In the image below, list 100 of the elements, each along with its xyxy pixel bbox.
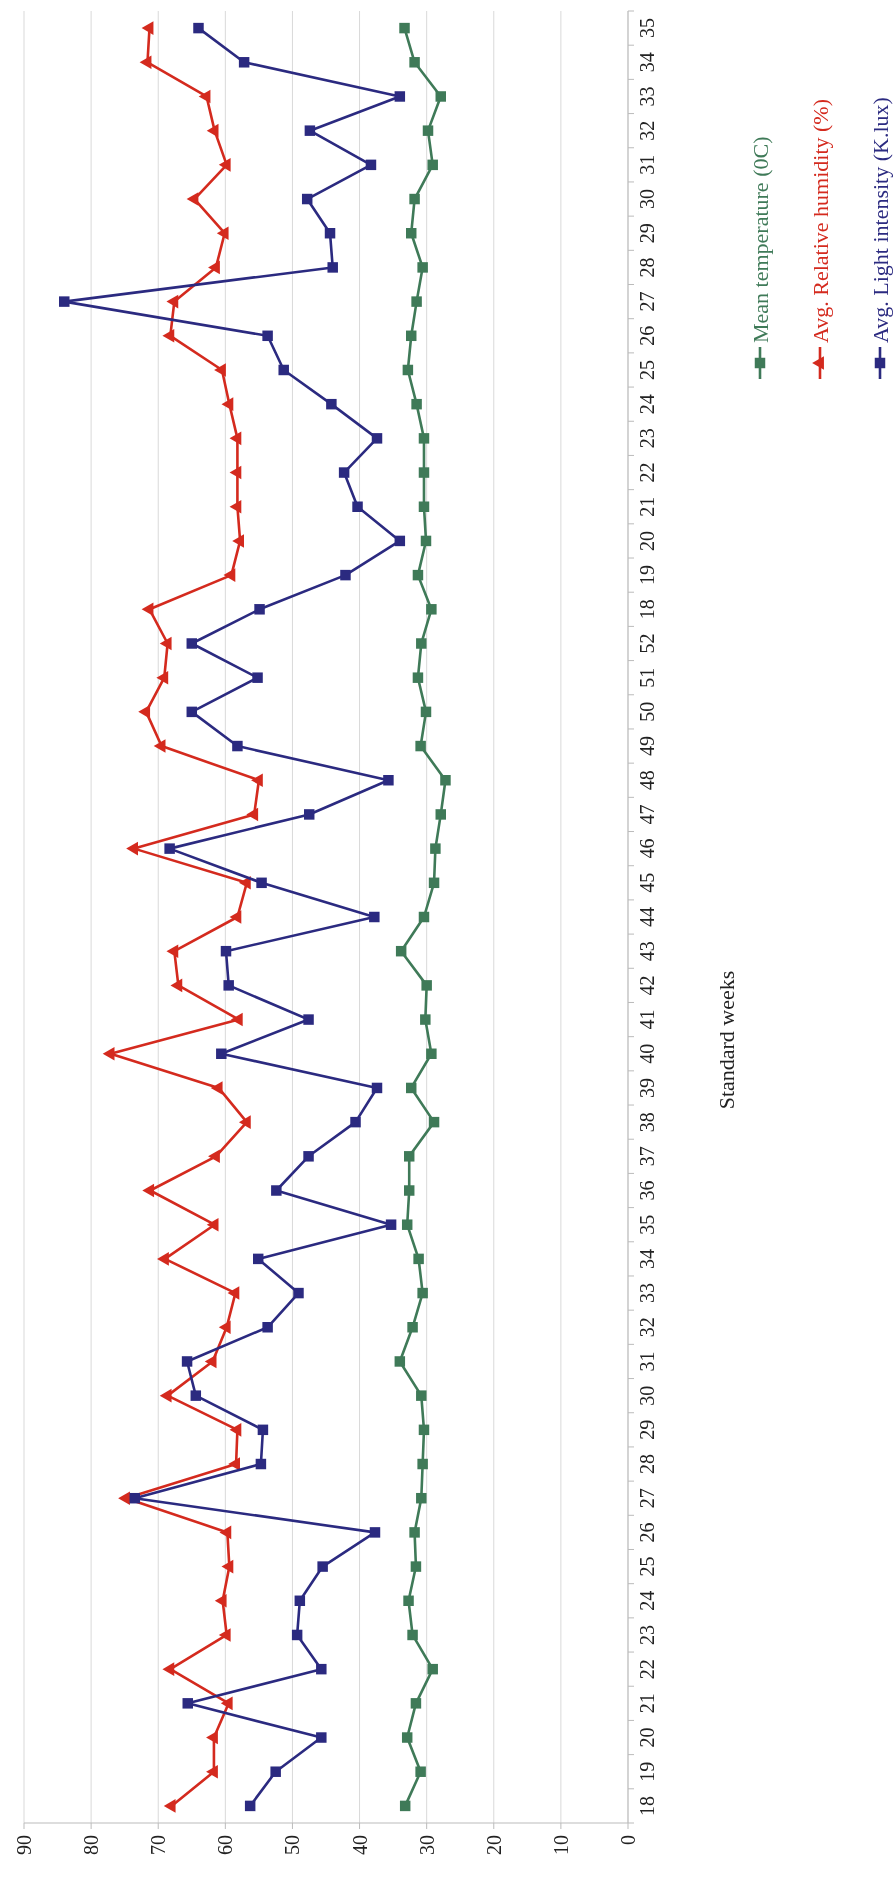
point bbox=[416, 638, 427, 649]
point bbox=[229, 499, 242, 514]
point bbox=[426, 1048, 437, 1059]
point bbox=[221, 1559, 234, 1574]
point bbox=[410, 1698, 422, 1709]
point bbox=[394, 535, 406, 547]
point bbox=[369, 1527, 381, 1538]
point bbox=[294, 1595, 306, 1607]
point bbox=[340, 569, 351, 581]
point bbox=[162, 1662, 175, 1676]
y-tick-label: 30 bbox=[636, 189, 658, 210]
point bbox=[383, 775, 394, 786]
point bbox=[141, 602, 154, 617]
point bbox=[190, 1390, 202, 1401]
y-tick-label: 21 bbox=[636, 496, 658, 517]
point bbox=[428, 1116, 440, 1128]
point bbox=[415, 740, 426, 752]
point bbox=[403, 1595, 414, 1607]
point bbox=[218, 158, 231, 172]
y-tick-label: 45 bbox=[636, 872, 658, 893]
point bbox=[316, 1732, 327, 1743]
point bbox=[262, 1322, 273, 1333]
point bbox=[208, 260, 220, 275]
point bbox=[352, 501, 363, 512]
point bbox=[416, 1390, 427, 1401]
point bbox=[301, 193, 313, 205]
y-tick-label: 33 bbox=[636, 1283, 658, 1304]
point bbox=[420, 1014, 431, 1025]
point bbox=[418, 911, 430, 923]
point bbox=[403, 1151, 415, 1162]
point bbox=[399, 22, 410, 34]
y-tick-label: 46 bbox=[636, 838, 658, 859]
y-tick-label: 50 bbox=[636, 701, 658, 722]
point bbox=[440, 775, 451, 786]
point bbox=[186, 192, 199, 206]
y-tick-label: 23 bbox=[636, 428, 658, 449]
y-tick-label: 34 bbox=[636, 1248, 658, 1269]
y-tick-label: 38 bbox=[636, 1112, 658, 1133]
y-tick-label: 22 bbox=[636, 1659, 658, 1680]
point bbox=[228, 1457, 240, 1471]
point bbox=[407, 1629, 418, 1641]
point bbox=[229, 910, 242, 924]
point bbox=[394, 1356, 406, 1367]
y-tick-label: 18 bbox=[636, 599, 658, 620]
point bbox=[324, 227, 336, 239]
y-tick-label: 35 bbox=[636, 1214, 658, 1235]
point bbox=[418, 467, 430, 478]
point bbox=[193, 22, 204, 34]
x-tick-label: 0 bbox=[617, 1835, 639, 1845]
point bbox=[216, 226, 229, 241]
y-tick-label: 25 bbox=[636, 359, 658, 380]
point bbox=[420, 706, 432, 718]
point bbox=[218, 1628, 231, 1642]
y-tick-label: 43 bbox=[636, 941, 658, 962]
point bbox=[204, 1354, 217, 1369]
y-tick-label: 35 bbox=[636, 18, 658, 39]
point bbox=[420, 535, 432, 547]
y-tick-label: 41 bbox=[636, 1009, 658, 1030]
point bbox=[153, 739, 166, 753]
y-tick-label: 26 bbox=[636, 1522, 658, 1543]
y-tick-label: 47 bbox=[636, 804, 658, 825]
y-tick-label: 29 bbox=[636, 223, 658, 244]
y-axis-title: Standard weeks bbox=[713, 970, 739, 1110]
point bbox=[210, 1081, 223, 1095]
point bbox=[326, 398, 337, 410]
point bbox=[206, 123, 219, 138]
point bbox=[405, 227, 417, 239]
point bbox=[206, 1730, 218, 1745]
y-tick-label: 29 bbox=[636, 1419, 658, 1440]
point bbox=[430, 843, 441, 854]
point bbox=[206, 1217, 219, 1232]
point bbox=[220, 1696, 233, 1711]
text: Avg. Light intensity (K.lux) bbox=[867, 97, 893, 343]
point bbox=[246, 807, 259, 822]
point bbox=[141, 21, 154, 35]
point bbox=[182, 1698, 193, 1709]
point bbox=[435, 91, 446, 102]
point bbox=[365, 159, 377, 171]
point bbox=[163, 1799, 176, 1813]
point bbox=[411, 398, 422, 410]
y-tick-label: 18 bbox=[636, 1795, 658, 1816]
point bbox=[417, 1287, 428, 1299]
point bbox=[208, 1149, 220, 1164]
point bbox=[220, 945, 232, 957]
point bbox=[413, 1253, 424, 1265]
point bbox=[385, 1219, 397, 1230]
point bbox=[278, 364, 289, 376]
point bbox=[238, 1115, 251, 1129]
x-tick-label: 10 bbox=[549, 1835, 572, 1855]
x-tick-label: 90 bbox=[13, 1835, 35, 1855]
point bbox=[164, 843, 175, 854]
point bbox=[238, 57, 250, 68]
y-tick-label: 48 bbox=[636, 770, 658, 791]
point bbox=[232, 534, 245, 548]
point bbox=[303, 809, 315, 820]
point bbox=[206, 1764, 218, 1779]
point bbox=[218, 1320, 231, 1335]
point bbox=[427, 1663, 438, 1675]
point bbox=[350, 1116, 361, 1128]
point bbox=[303, 1014, 314, 1025]
